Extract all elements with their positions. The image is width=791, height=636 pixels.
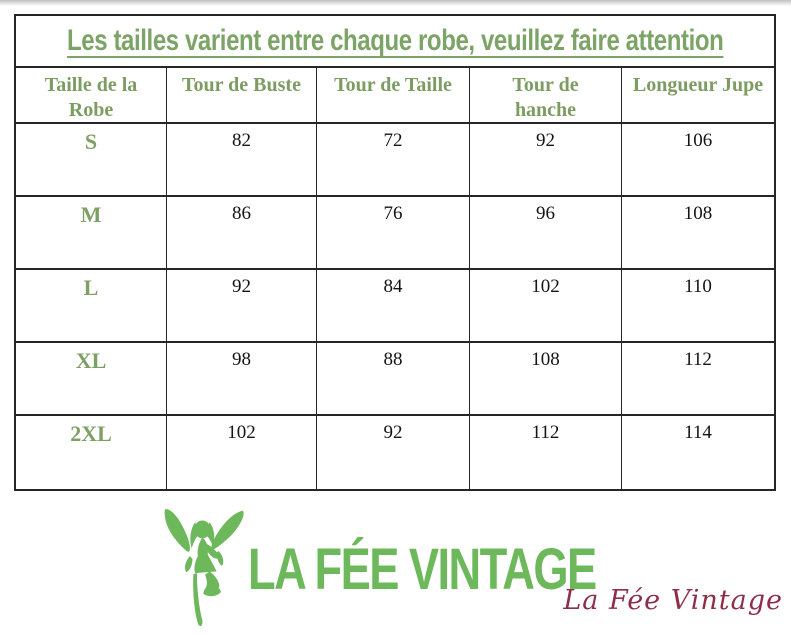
cell-xl-hanche: 108	[470, 343, 622, 416]
size-table: Les tailles varient entre chaque robe, v…	[14, 14, 776, 491]
brand-logo: LA FÉE VINTAGE	[154, 499, 694, 633]
cell-l-buste: 92	[167, 270, 317, 343]
col-header-tour-buste: Tour de Buste	[167, 68, 317, 124]
cell-l-jupe: 110	[622, 270, 774, 343]
cell-xl-buste: 98	[167, 343, 317, 416]
cell-s-taille: 72	[317, 124, 470, 197]
cell-l-taille: 84	[317, 270, 470, 343]
scan-artifact-top	[0, 0, 791, 6]
table-title-row: Les tailles varient entre chaque robe, v…	[16, 16, 774, 68]
cell-xl-jupe: 112	[622, 343, 774, 416]
size-label-2xl: 2XL	[16, 416, 167, 489]
table-title: Les tailles varient entre chaque robe, v…	[66, 24, 724, 57]
cell-s-jupe: 106	[622, 124, 774, 197]
cell-m-buste: 86	[167, 197, 317, 270]
col-header-tour-taille: Tour de Taille	[317, 68, 470, 124]
cell-m-jupe: 108	[622, 197, 774, 270]
cell-2xl-taille: 92	[317, 416, 470, 489]
size-label-l: L	[16, 270, 167, 343]
cell-2xl-buste: 102	[167, 416, 317, 489]
cell-l-hanche: 102	[470, 270, 622, 343]
cell-2xl-jupe: 114	[684, 422, 712, 443]
brand-wordmark: LA FÉE VINTAGE	[248, 536, 597, 602]
cell-m-taille: 76	[317, 197, 470, 270]
cell-xl-taille: 88	[317, 343, 470, 416]
size-label-s: S	[16, 124, 167, 197]
col-header-tour-hanche: Tour de hanche	[470, 68, 622, 124]
cell-s-hanche: 92	[470, 124, 622, 197]
cell-m-hanche: 96	[470, 197, 622, 270]
cell-s-buste: 82	[167, 124, 317, 197]
size-label-m: M	[16, 197, 167, 270]
col-header-longueur-jupe: Longueur Jupe	[622, 68, 774, 124]
size-label-xl: XL	[16, 343, 167, 416]
cell-2xl-hanche: 112	[470, 416, 622, 489]
fairy-icon	[164, 509, 244, 627]
col-header-taille-robe: Taille de la Robe	[16, 68, 167, 124]
brand-signature: La Fée Vintage	[563, 585, 783, 616]
